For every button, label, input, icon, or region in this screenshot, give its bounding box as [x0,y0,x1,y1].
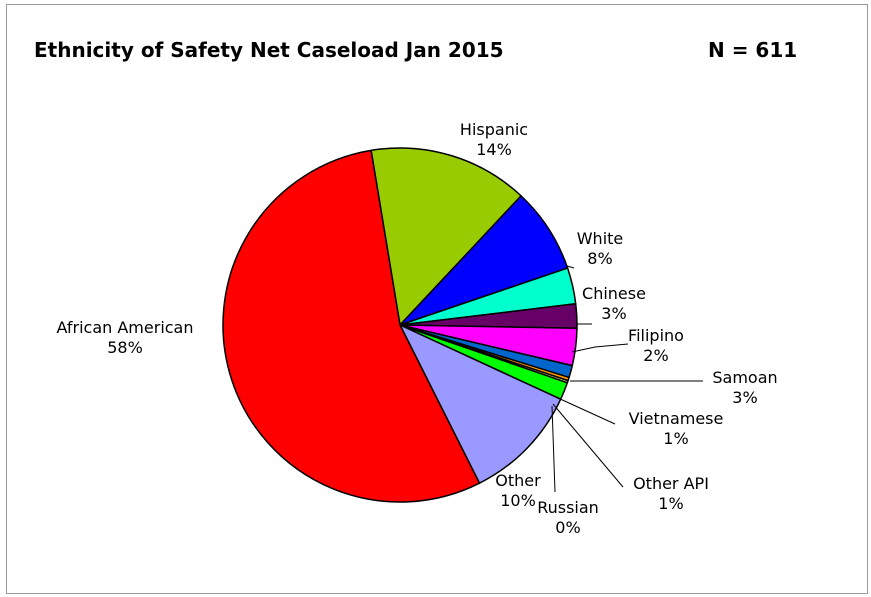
slice-label-african-american: African American [57,318,194,337]
pie-slice-african-american [222,149,481,503]
slice-label-other: Other [495,471,541,490]
slice-label-russian: Russian [537,498,599,517]
pie-slice-hispanic [370,147,522,326]
slice-percent-russian: 0% [555,518,580,537]
slice-label-other-api: Other API [633,474,709,493]
slice-percent-other-api: 1% [658,494,683,513]
slice-label-samoan: Samoan [712,368,777,387]
leader-line-vietnamese [557,397,616,425]
leader-line-filipino [571,343,629,353]
slice-label-white: White [577,229,624,248]
slice-percent-vietnamese: 1% [663,429,688,448]
slice-percent-chinese: 3% [601,304,626,323]
slice-percent-samoan: 3% [732,388,757,407]
slice-label-chinese: Chinese [582,284,646,303]
slice-label-hispanic: Hispanic [460,120,528,139]
slice-percent-white: 8% [587,249,612,268]
slice-percent-other: 10% [500,491,536,510]
chart-subtitle: N = 611 [708,38,798,62]
chart-title: Ethnicity of Safety Net Caseload Jan 201… [34,38,504,62]
slice-percent-african-american: 58% [107,338,143,357]
slice-percent-hispanic: 14% [476,140,512,159]
pie-slice-other [399,324,562,484]
leader-line-white [566,265,575,269]
slice-label-vietnamese: Vietnamese [629,409,724,428]
slice-percent-filipino: 2% [643,346,668,365]
slice-label-filipino: Filipino [628,326,684,345]
leader-line-other-api [552,403,624,488]
leader-line-russian [551,405,556,493]
